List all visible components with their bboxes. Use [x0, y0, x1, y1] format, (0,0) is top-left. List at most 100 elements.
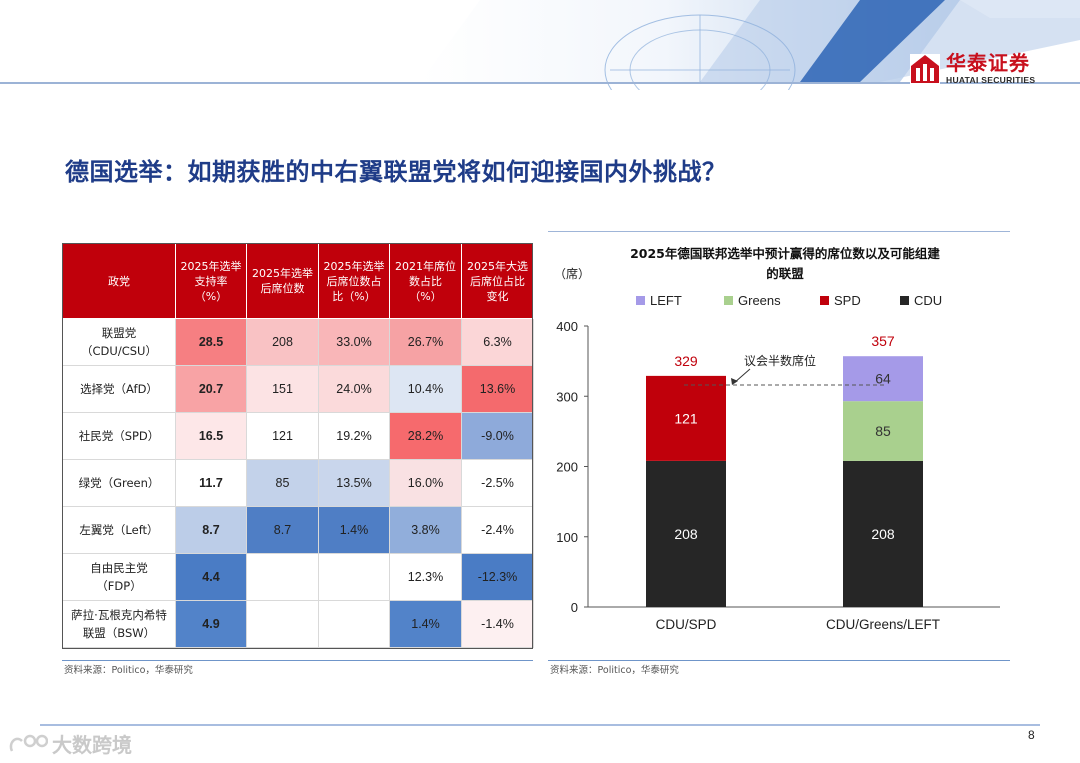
- table-cell-support: 8.7: [175, 506, 247, 554]
- header-text-line: 2025年大选: [467, 259, 528, 273]
- header-banner: [0, 0, 1080, 90]
- table-cell-support: 4.4: [175, 553, 247, 601]
- legend-swatch: [636, 296, 645, 305]
- table-header-cell: 2025年选举 后席位数占 比（%）: [318, 243, 390, 319]
- header-text-line: 支持率: [194, 274, 228, 288]
- legend-label: LEFT: [650, 293, 682, 308]
- legend-label: CDU: [914, 293, 942, 308]
- watermark-logo-icon: [9, 734, 48, 752]
- chart-source-rule: [548, 660, 1010, 661]
- table-cell-support: 28.5: [175, 318, 247, 366]
- header-text-line: 后席位数: [260, 282, 305, 295]
- header-text-line: 2025年选举: [252, 267, 313, 280]
- table-cell-change: 13.6%: [461, 365, 534, 413]
- table-cell-share-2021: 10.4%: [389, 365, 462, 413]
- header-text-line: 后席位占比: [470, 274, 525, 288]
- header-text-line: 2025年选举: [180, 259, 242, 273]
- election-table: 政党 2025年选举 支持率 （%） 2025年选举 后席位数 2025年选举 后席位数占 比（…: [62, 243, 534, 648]
- bar-segment-label: 64: [875, 371, 891, 387]
- table-cell-change: -2.4%: [461, 506, 534, 554]
- y-tick-label: 300: [556, 389, 578, 404]
- header-text-line: 比（%）: [332, 289, 376, 303]
- party-name-line: 自由民主党: [90, 561, 148, 575]
- table-header-row: 政党 2025年选举 支持率 （%） 2025年选举 后席位数 2025年选举 后席位数占 比（…: [62, 243, 534, 319]
- table-cell-change: -1.4%: [461, 600, 534, 648]
- x-category-label: CDU/SPD: [656, 617, 717, 632]
- legend-label: SPD: [834, 293, 861, 308]
- table-row: 左翼党（Left） 8.7 8.7 1.4% 3.8% -2.4%: [62, 506, 534, 554]
- table-header-cell: 2025年选举 支持率 （%）: [175, 243, 247, 319]
- party-name-cell: 自由民主党 （FDP）: [62, 553, 176, 601]
- party-name-cell: 社民党（SPD）: [62, 412, 176, 460]
- party-name-line: 绿党（Green）: [78, 476, 160, 490]
- banner-decoration: [420, 0, 1080, 90]
- chart-title-line-2: 的联盟: [766, 266, 804, 281]
- table-cell-seats: 8.7: [246, 506, 319, 554]
- y-tick-label: 200: [556, 460, 578, 475]
- table-cell-seats: [246, 553, 319, 601]
- party-name-cell: 选择党（AfD）: [62, 365, 176, 413]
- header-text-line: 后席位数占: [326, 274, 382, 288]
- table-header-cell: 2025年选举 后席位数: [246, 243, 319, 319]
- party-name-line: （CDU/CSU）: [81, 344, 157, 358]
- party-name-line: 联盟党: [101, 326, 137, 340]
- header-text-line: 2025年选举: [323, 259, 385, 273]
- bar-total-label: 329: [674, 353, 698, 369]
- table-source: 资料来源：Politico，华泰研究: [64, 665, 193, 676]
- party-name-cell: 绿党（Green）: [62, 459, 176, 507]
- table-row: 联盟党 （CDU/CSU） 28.5 208 33.0% 26.7% 6.3%: [62, 318, 534, 366]
- table-cell-seat-share: 33.0%: [318, 318, 390, 366]
- party-name-line: 选择党（AfD）: [80, 382, 158, 396]
- bar-total-label: 357: [871, 333, 895, 349]
- bar-segment-cdu: [843, 460, 923, 607]
- table-cell-seats: 85: [246, 459, 319, 507]
- header-text-line: （%）: [409, 289, 442, 303]
- page-title: 德国选举：如期获胜的中右翼联盟党将如何迎接国内外挑战？: [65, 157, 727, 186]
- table-row: 自由民主党 （FDP） 4.4 12.3% -12.3%: [62, 553, 534, 601]
- chart-title-line-1: 2025年德国联邦选举中预计赢得的席位数以及可能组建: [630, 246, 940, 261]
- legend-swatch: [820, 296, 829, 305]
- legend-swatch: [900, 296, 909, 305]
- threshold-callout-arrow-icon: [731, 378, 738, 386]
- header-text-line: （%）: [194, 289, 228, 303]
- header-rule: [0, 82, 1080, 84]
- table-cell-support: 11.7: [175, 459, 247, 507]
- party-name-line: （FDP）: [96, 579, 142, 593]
- huatai-logo-icon: [910, 54, 940, 84]
- header-text-line: 变化: [486, 289, 509, 303]
- table-header-cell: 2025年大选 后席位占比 变化: [461, 243, 534, 319]
- table-cell-seat-share: 1.4%: [318, 506, 390, 554]
- table-cell-share-2021: 26.7%: [389, 318, 462, 366]
- table-cell-seat-share: 13.5%: [318, 459, 390, 507]
- bar-segment-label: 85: [875, 423, 891, 439]
- page-number: 8: [1028, 728, 1035, 742]
- table-row: 选择党（AfD） 20.7 151 24.0% 10.4% 13.6%: [62, 365, 534, 413]
- table-cell-share-2021: 16.0%: [389, 459, 462, 507]
- bar-segment-spd: [646, 375, 726, 461]
- table-cell-seats: [246, 600, 319, 648]
- seat-chart: （席） LEFT Greens SPD CDU 0 100 200 300 400 208 121 32…: [554, 266, 1000, 632]
- threshold-label: 议会半数席位: [744, 353, 816, 368]
- y-tick-label: 0: [571, 600, 578, 615]
- table-header-cell: 2021年席位 数占比 （%）: [389, 243, 462, 319]
- party-name-line: 左翼党（Left）: [79, 523, 159, 537]
- x-category-label: CDU/Greens/LEFT: [826, 617, 940, 632]
- table-cell-seats: 208: [246, 318, 319, 366]
- party-name-cell: 联盟党 （CDU/CSU）: [62, 318, 176, 366]
- y-tick-label: 100: [556, 530, 578, 545]
- bar-segment-cdu: [646, 460, 726, 607]
- y-tick-label: 400: [556, 319, 578, 334]
- table-cell-share-2021: 28.2%: [389, 412, 462, 460]
- party-name-line: 萨拉·瓦根克内希特: [71, 608, 167, 622]
- table-cell-seat-share: 24.0%: [318, 365, 390, 413]
- brand-logo: 华泰证券 HUATAI SECURITIES: [910, 52, 1035, 86]
- election-table-panel: 政党 2025年选举 支持率 （%） 2025年选举 后席位数 2025年选举 后席位数占 比（…: [62, 243, 534, 648]
- table-cell-change: -12.3%: [461, 553, 534, 601]
- bar-segment-label: 208: [871, 526, 895, 542]
- chart-source: 资料来源：Politico，华泰研究: [550, 665, 679, 676]
- party-name-cell: 左翼党（Left）: [62, 506, 176, 554]
- bar-segment-left: [843, 356, 923, 402]
- table-body: 联盟党 （CDU/CSU） 28.5 208 33.0% 26.7% 6.3% 选择党（AfD…: [62, 318, 534, 648]
- chart-title: 2025年德国联邦选举中预计赢得的席位数以及可能组建 的联盟: [590, 244, 980, 284]
- table-row: 萨拉·瓦根克内希特 联盟（BSW） 4.9 1.4% -1.4%: [62, 600, 534, 648]
